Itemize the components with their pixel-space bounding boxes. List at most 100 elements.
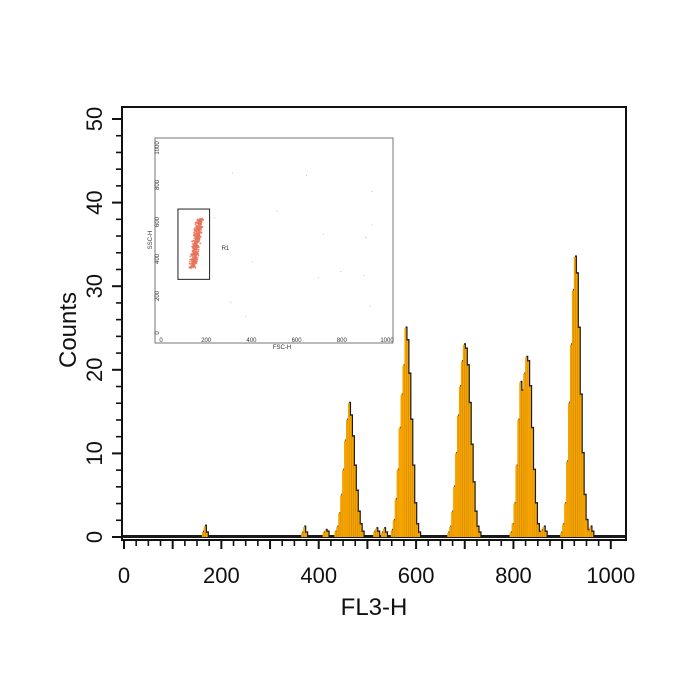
scatter-point <box>190 258 193 261</box>
y-tick-label: 0 <box>82 531 107 543</box>
scatter-point <box>191 261 194 264</box>
scatter-point <box>195 249 198 252</box>
scatter-point <box>194 259 197 262</box>
histogram-bar <box>478 532 481 537</box>
scatter-point <box>191 256 194 259</box>
histogram-bar <box>453 486 456 537</box>
inset-gate-label: R1 <box>222 246 230 252</box>
histogram-bar-shadow <box>592 530 595 537</box>
x-tick-label: 800 <box>495 563 532 588</box>
histogram-bar <box>542 526 545 537</box>
scatter-point-sparse <box>214 217 216 219</box>
histogram-bar <box>305 532 308 537</box>
histogram-bar <box>523 373 526 537</box>
histogram-bar <box>342 470 345 537</box>
histogram-bar <box>396 470 399 537</box>
histogram-bar <box>472 482 475 537</box>
x-tick-label: 400 <box>300 563 337 588</box>
scatter-point <box>191 245 194 248</box>
scatter-point <box>195 230 198 233</box>
scatter-point-sparse <box>365 236 367 238</box>
inset-x-axis-title: FSC-H <box>273 345 291 351</box>
inset-y-tick-label: 400 <box>155 253 161 264</box>
histogram-bar <box>357 511 360 537</box>
x-tick-label: 200 <box>203 563 240 588</box>
inset-y-tick-label: 600 <box>155 216 161 227</box>
histogram-bar-shadow <box>479 531 482 537</box>
histogram-bar <box>324 530 327 537</box>
scatter-point <box>200 231 202 234</box>
scatter-point <box>191 265 193 268</box>
histogram-bar <box>536 524 539 537</box>
scatter-point <box>194 227 196 229</box>
scatter-point <box>196 260 198 263</box>
scatter-point <box>189 255 192 258</box>
histogram-bar-shadow <box>306 531 309 537</box>
histogram-bar-shadow <box>362 530 365 537</box>
inset-y-tick-label: 0 <box>155 331 161 335</box>
histogram-bars <box>122 255 626 538</box>
histogram-bar <box>412 465 415 537</box>
inset-y-axis-title: SSC-H <box>148 231 154 250</box>
inset-frame <box>154 137 394 344</box>
histogram-bar <box>449 526 452 537</box>
scatter-point <box>197 246 200 249</box>
inset-y-tick-label: 800 <box>155 179 161 190</box>
histogram-bar <box>566 461 568 537</box>
histogram-bar <box>382 528 385 537</box>
histogram-bar <box>509 532 512 537</box>
histogram-bar <box>410 419 413 537</box>
histogram-bar <box>408 373 411 537</box>
inset-x-tick-label: 200 <box>201 338 212 344</box>
scatter-point <box>197 250 200 253</box>
y-axis-title: Counts <box>55 292 82 368</box>
histogram-bar <box>589 526 592 537</box>
scatter-point <box>201 217 204 220</box>
histogram-bar <box>398 428 401 537</box>
scatter-point <box>189 258 192 261</box>
scatter-point <box>194 245 196 248</box>
histogram-bar <box>205 532 208 537</box>
histogram-bar <box>470 445 473 537</box>
histogram-bar <box>394 499 397 537</box>
scatter-point <box>192 265 195 267</box>
histogram-bar <box>375 528 378 537</box>
histogram-bar-shadow <box>304 525 307 537</box>
scatter-point-sparse <box>251 261 253 263</box>
scatter-point <box>189 260 191 263</box>
scatter-point <box>194 238 197 241</box>
scatter-point <box>198 237 200 240</box>
scatter-point <box>195 234 198 237</box>
histogram-bar <box>418 532 420 537</box>
histogram-bar <box>301 532 304 537</box>
histogram-bar <box>511 524 514 537</box>
histogram-bar <box>361 531 364 537</box>
scatter-point <box>199 226 202 229</box>
histogram-bar <box>340 495 343 537</box>
y-tick-label: 40 <box>82 190 107 214</box>
scatter-point <box>191 254 193 257</box>
histogram-bar-shadow <box>378 530 381 537</box>
histogram-bar <box>517 419 520 537</box>
inset-scatter-points <box>188 172 373 317</box>
inset-background <box>155 138 393 343</box>
scatter-point <box>189 263 192 265</box>
scatter-point <box>191 240 194 243</box>
histogram-bar <box>326 531 329 537</box>
scatter-point <box>197 221 200 224</box>
scatter-point-sparse <box>363 275 365 277</box>
histogram-bar <box>338 513 341 537</box>
inset-x-tick-labels: 0 200 400 600 800 1000 <box>159 338 394 344</box>
histogram-bar <box>540 530 543 537</box>
histogram-bar <box>400 394 403 537</box>
scatter-point-sparse <box>322 233 324 235</box>
histogram-bar <box>345 419 348 537</box>
x-tick-label: 0 <box>118 563 130 588</box>
histogram-bar-shadow <box>206 531 209 537</box>
histogram-bar <box>462 344 465 537</box>
histogram-bar-shadow <box>384 527 387 537</box>
histogram-bar <box>468 403 471 537</box>
scatter-point-sparse <box>371 224 373 226</box>
histogram-bar <box>203 526 206 537</box>
histogram-bar-shadow <box>386 531 389 537</box>
